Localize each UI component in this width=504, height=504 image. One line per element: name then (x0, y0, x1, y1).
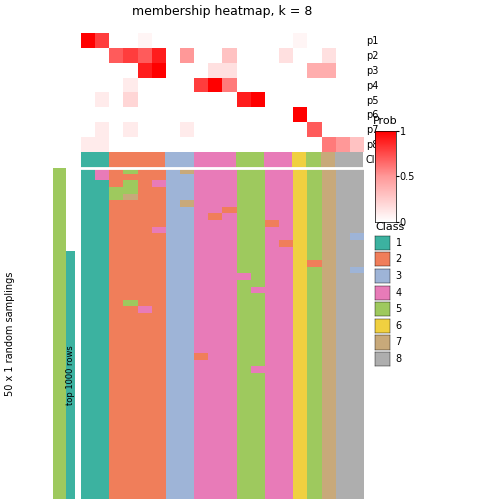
Bar (236, 152, 250, 168)
Text: 1: 1 (396, 238, 402, 247)
Text: 4: 4 (396, 288, 402, 297)
Bar (194, 152, 208, 168)
Text: 8: 8 (396, 354, 402, 364)
Text: Prob: Prob (373, 116, 398, 126)
Bar (109, 152, 123, 168)
Bar (137, 152, 151, 168)
Bar (349, 152, 363, 168)
Text: 3: 3 (396, 271, 402, 281)
Bar (278, 152, 292, 168)
Bar (250, 152, 264, 168)
Bar (208, 152, 222, 168)
Text: 5: 5 (396, 304, 402, 314)
Bar (151, 152, 165, 168)
Text: top 1000 rows: top 1000 rows (66, 345, 75, 405)
Bar (321, 152, 335, 168)
Bar (165, 152, 179, 168)
Text: Class: Class (366, 155, 392, 165)
Bar (222, 152, 236, 168)
Text: 2: 2 (396, 255, 402, 264)
Bar (335, 152, 349, 168)
Text: 6: 6 (396, 321, 402, 331)
Bar (123, 152, 137, 168)
Bar (81, 152, 95, 168)
Text: Class: Class (375, 222, 405, 232)
Bar (95, 152, 109, 168)
Bar (292, 152, 306, 168)
Text: membership heatmap, k = 8: membership heatmap, k = 8 (132, 5, 312, 18)
Bar (306, 152, 321, 168)
Text: 7: 7 (396, 338, 402, 347)
Bar (179, 152, 194, 168)
Bar (264, 152, 278, 168)
Text: 50 x 1 random samplings: 50 x 1 random samplings (5, 271, 15, 396)
